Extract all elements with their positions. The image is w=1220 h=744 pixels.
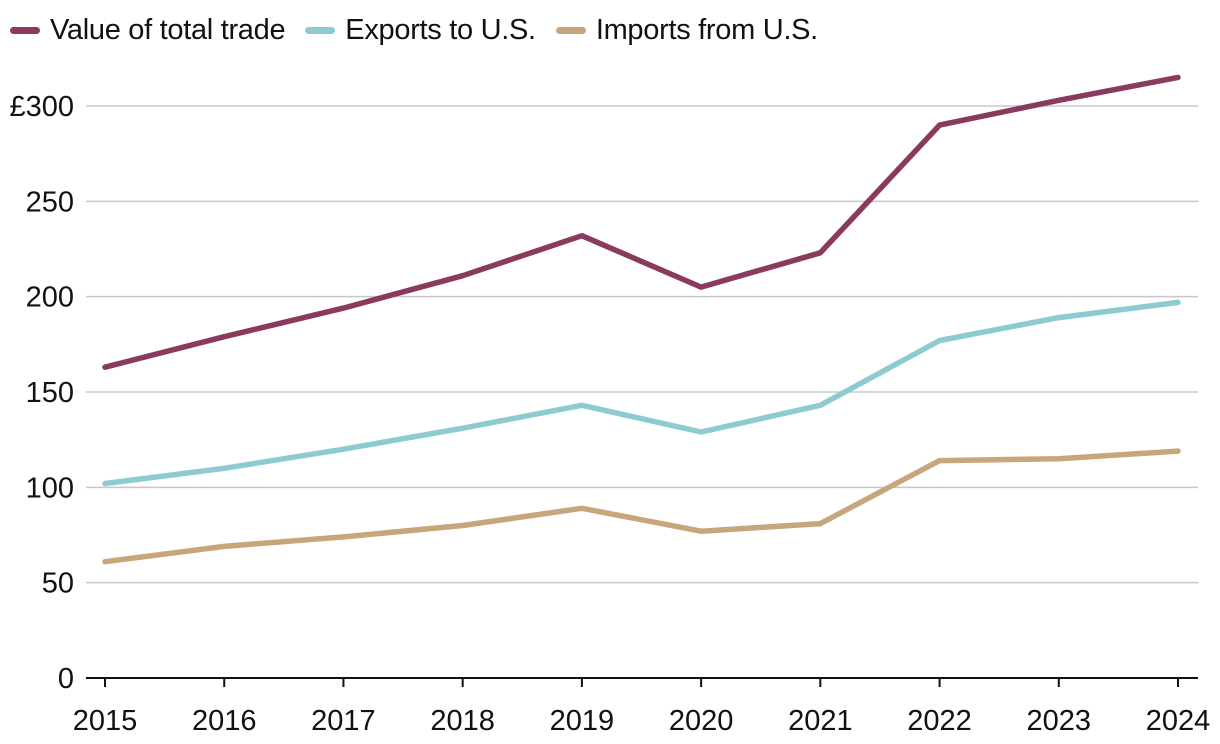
x-tick-label-2022: 2022 <box>907 705 972 737</box>
x-tick-label-2015: 2015 <box>73 705 138 737</box>
x-tick-label-2023: 2023 <box>1027 705 1092 737</box>
y-tick-label-100: 100 <box>26 472 74 504</box>
x-tick-label-2019: 2019 <box>550 705 615 737</box>
y-tick-label-0: 0 <box>58 663 74 695</box>
legend-label-exports: Exports to U.S. <box>345 14 536 46</box>
grid-layer <box>86 105 1198 584</box>
legend-swatch-imports <box>555 27 586 34</box>
legend-label-imports: Imports from U.S. <box>595 14 818 46</box>
legend-item-imports: Imports from U.S. <box>555 14 818 47</box>
axis-layer: 0 50 100 150 200 250 £300 2015 2016 2017 2018 2019 2… <box>9 91 1210 737</box>
y-tick-label-150: 150 <box>26 377 74 409</box>
legend-item-total-trade: Value of total trade <box>10 14 286 47</box>
legend-swatch-total-trade <box>10 27 40 34</box>
x-tick-label-2017: 2017 <box>311 705 376 737</box>
series-layer <box>102 74 1181 565</box>
x-tick-label-2018: 2018 <box>430 705 495 737</box>
series-line-imports-from-u-s <box>102 448 1181 565</box>
x-tick-label-2020: 2020 <box>669 705 734 737</box>
y-tick-label-200: 200 <box>26 282 74 314</box>
series-line-exports-to-u-s <box>102 299 1181 487</box>
x-tick-label-2016: 2016 <box>192 705 257 737</box>
y-tick-label-50: 50 <box>42 568 74 600</box>
y-tick-label-300: £300 <box>9 91 74 123</box>
y-tick-label-250: 250 <box>26 186 74 218</box>
legend-label-total-trade: Value of total trade <box>50 14 286 46</box>
x-tick-label-2024: 2024 <box>1146 705 1211 737</box>
x-tick-label-2021: 2021 <box>788 705 853 737</box>
chart-legend: Value of total trade Exports to U.S. Imp… <box>10 14 838 47</box>
series-line-value-of-total-trade <box>102 74 1181 370</box>
legend-item-exports: Exports to U.S. <box>305 14 536 47</box>
legend-swatch-exports <box>305 27 336 34</box>
